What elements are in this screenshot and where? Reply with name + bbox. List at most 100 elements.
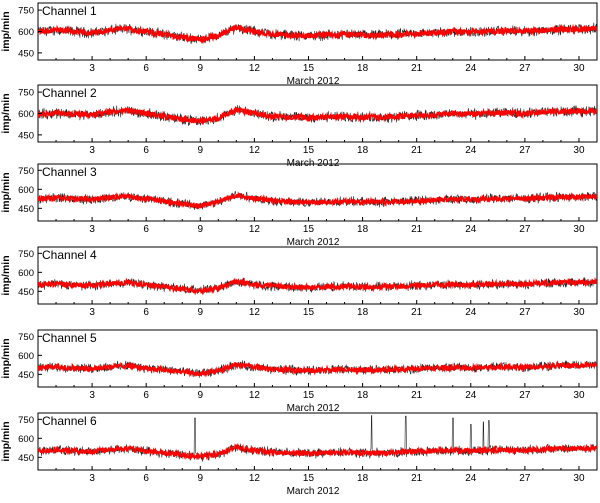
x-tick-label: 6 [143, 145, 149, 156]
x-tick-label: 21 [411, 307, 423, 318]
x-tick-label: 30 [573, 63, 585, 74]
x-tick-label: 21 [411, 390, 423, 401]
x-tick-label: 21 [411, 63, 423, 74]
y-tick-label: 450 [18, 130, 34, 141]
x-tick-label: 27 [519, 390, 531, 401]
x-tick-label: 3 [89, 224, 95, 235]
x-tick-label: 24 [465, 63, 477, 74]
chart-panel-2: 3 6 9 12 15 18 21 24 27 30 450 600 750 Channel 2 imp/m… [0, 84, 598, 169]
y-tick-label: 450 [18, 204, 34, 215]
panel-title: Channel 3 [42, 165, 97, 179]
y-tick-label: 450 [18, 453, 34, 464]
chart-panel-5: 3 6 9 12 15 18 21 24 27 30 450 600 750 Channel 5 imp/m… [0, 329, 598, 414]
panel-title: Channel 5 [42, 331, 97, 345]
x-tick-label: 6 [143, 390, 149, 401]
x-tick-label: 9 [198, 63, 204, 74]
y-tick-label: 600 [18, 109, 34, 120]
y-tick-label: 450 [18, 48, 34, 59]
x-tick-label: 12 [249, 307, 261, 318]
chart-panel-6: 3 6 9 12 15 18 21 24 27 30 450 600 750 Channel 6 imp/m… [0, 412, 598, 497]
x-tick-label: 18 [357, 224, 369, 235]
x-tick-label: 9 [198, 224, 204, 235]
y-axis-label: imp/min [0, 11, 12, 51]
x-tick-label: 27 [519, 145, 531, 156]
x-tick-label: 12 [249, 63, 261, 74]
x-tick-label: 9 [198, 473, 204, 484]
y-tick-label: 750 [18, 415, 34, 426]
x-tick-label: 3 [89, 307, 95, 318]
x-tick-label: 15 [303, 307, 315, 318]
x-tick-label: 3 [89, 145, 95, 156]
count-rate-trace [38, 360, 597, 378]
x-tick-label: 30 [573, 473, 585, 484]
y-tick-label: 600 [18, 27, 34, 38]
x-tick-label: 21 [411, 145, 423, 156]
x-axis-label: March 2012 [287, 237, 340, 248]
x-tick-label: 9 [198, 307, 204, 318]
x-tick-label: 6 [143, 473, 149, 484]
x-tick-label: 24 [465, 224, 477, 235]
y-axis-label: imp/min [0, 338, 12, 378]
chart-panel-1: 3 6 9 12 15 18 21 24 27 30 450 600 750 Channel 1 imp/m… [0, 2, 598, 87]
x-tick-label: 9 [198, 145, 204, 156]
y-tick-label: 600 [18, 351, 34, 362]
x-tick-label: 15 [303, 145, 315, 156]
chart-panel-3: 3 6 9 12 15 18 21 24 27 30 450 600 750 Channel 3 imp/m… [0, 163, 598, 248]
x-tick-label: 18 [357, 307, 369, 318]
x-tick-label: 15 [303, 473, 315, 484]
x-tick-label: 6 [143, 224, 149, 235]
x-tick-label: 27 [519, 307, 531, 318]
y-tick-label: 750 [18, 6, 34, 17]
x-tick-label: 3 [89, 390, 95, 401]
count-rate-trace [38, 191, 597, 210]
chart-panel-4: 3 6 9 12 15 18 21 24 27 30 450 600 750 Channel 4 imp/m… [0, 246, 598, 318]
x-tick-label: 27 [519, 473, 531, 484]
x-axis-label: March 2012 [287, 76, 340, 87]
plot-frame [37, 329, 598, 388]
x-tick-label: 12 [249, 224, 261, 235]
x-tick-label: 30 [573, 224, 585, 235]
x-axis-label: March 2012 [287, 403, 340, 414]
plot-frame [37, 412, 598, 471]
y-tick-label: 450 [18, 370, 34, 381]
y-tick-label: 750 [18, 88, 34, 99]
x-tick-label: 30 [573, 145, 585, 156]
x-tick-label: 18 [357, 63, 369, 74]
x-tick-label: 24 [465, 390, 477, 401]
x-tick-label: 27 [519, 63, 531, 74]
x-tick-label: 18 [357, 390, 369, 401]
x-tick-label: 18 [357, 145, 369, 156]
x-tick-label: 12 [249, 145, 261, 156]
x-tick-label: 3 [89, 63, 95, 74]
x-axis-label: March 2012 [287, 486, 340, 497]
y-tick-label: 750 [18, 332, 34, 343]
x-tick-label: 21 [411, 473, 423, 484]
x-tick-label: 12 [249, 390, 261, 401]
panel-title: Channel 1 [42, 4, 97, 18]
panel-title: Channel 6 [42, 414, 97, 428]
x-tick-label: 24 [465, 307, 477, 318]
x-tick-label: 24 [465, 473, 477, 484]
x-tick-label: 24 [465, 145, 477, 156]
y-axis-label: imp/min [0, 93, 12, 133]
x-tick-label: 6 [143, 63, 149, 74]
x-tick-label: 12 [249, 473, 261, 484]
panel-title: Channel 2 [42, 86, 97, 100]
count-rate-trace [38, 23, 597, 44]
x-tick-label: 15 [303, 224, 315, 235]
y-axis-label: imp/min [0, 172, 12, 212]
x-tick-label: 3 [89, 473, 95, 484]
y-tick-label: 750 [18, 249, 34, 260]
x-tick-label: 27 [519, 224, 531, 235]
y-axis-label: imp/min [0, 421, 12, 461]
y-tick-label: 750 [18, 166, 34, 177]
x-tick-label: 21 [411, 224, 423, 235]
count-rate-trace [38, 105, 597, 126]
y-tick-label: 600 [18, 268, 34, 279]
x-tick-label: 9 [198, 390, 204, 401]
x-tick-label: 15 [303, 390, 315, 401]
count-rate-trace [38, 442, 597, 461]
y-tick-label: 600 [18, 434, 34, 445]
count-rate-trace [38, 277, 597, 296]
